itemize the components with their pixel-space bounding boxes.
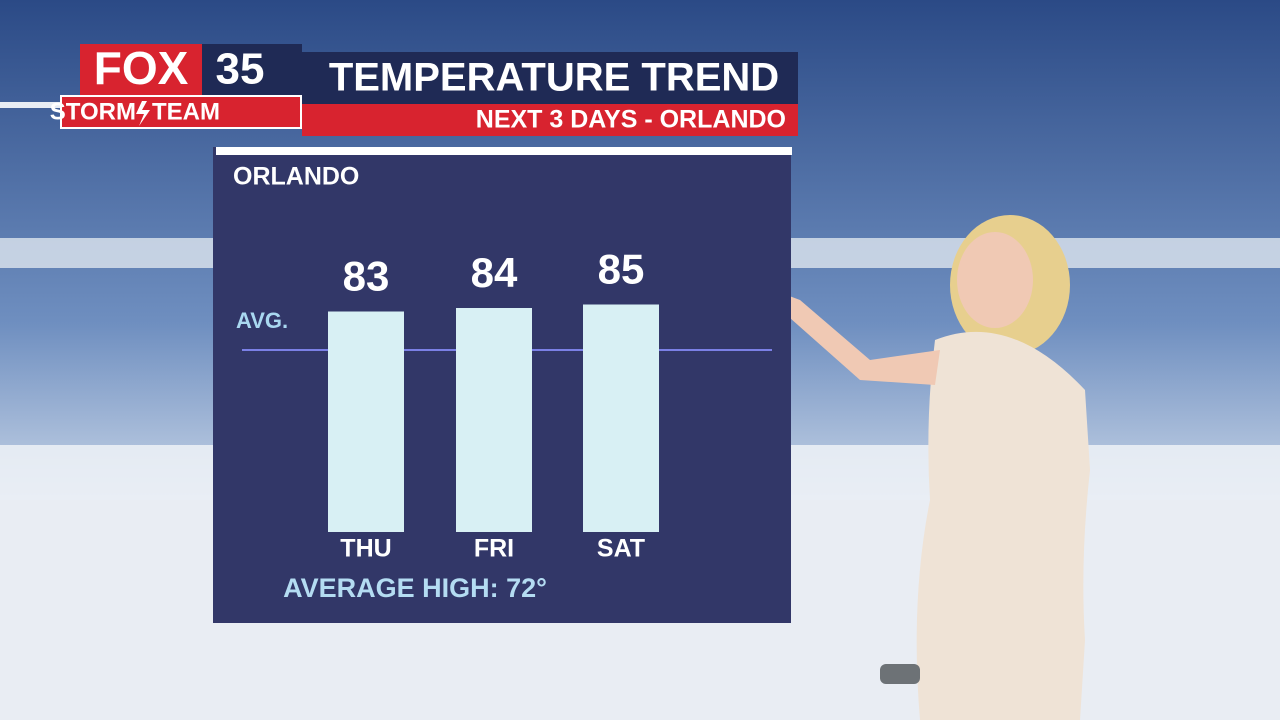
logo-box bbox=[202, 44, 302, 96]
value-label: 83 bbox=[343, 253, 390, 300]
team-left: STORM bbox=[50, 98, 136, 125]
bar bbox=[583, 304, 659, 532]
bolt-icon bbox=[136, 101, 150, 126]
chart-title: ORLANDO bbox=[233, 163, 359, 191]
team-bar bbox=[60, 95, 302, 129]
footnote: AVERAGE HIGH: 72° bbox=[283, 573, 547, 603]
x-tick-label: SAT bbox=[597, 535, 645, 563]
panel-stripe bbox=[216, 147, 792, 155]
title-bar bbox=[302, 52, 798, 104]
presenter bbox=[745, 215, 1090, 720]
title: TEMPERATURE TREND bbox=[329, 56, 779, 100]
team-right: TEAM bbox=[152, 98, 220, 125]
bar bbox=[456, 308, 532, 532]
value-label: 85 bbox=[598, 246, 645, 293]
value-label: 84 bbox=[471, 249, 518, 296]
subtitle-bar bbox=[302, 104, 798, 136]
header-rule bbox=[0, 102, 60, 108]
logo-box bbox=[80, 44, 202, 96]
logo-number: 35 bbox=[216, 45, 265, 94]
x-tick-label: THU bbox=[340, 535, 391, 563]
subtitle: NEXT 3 DAYS - ORLANDO bbox=[476, 106, 786, 134]
plot: AVG. 83 THU 84 FRI 85 SAT bbox=[236, 246, 772, 563]
x-tick-label: FRI bbox=[474, 535, 514, 563]
bar bbox=[328, 311, 404, 532]
logo-brand: FOX bbox=[94, 42, 189, 94]
average-label: AVG. bbox=[236, 308, 288, 333]
